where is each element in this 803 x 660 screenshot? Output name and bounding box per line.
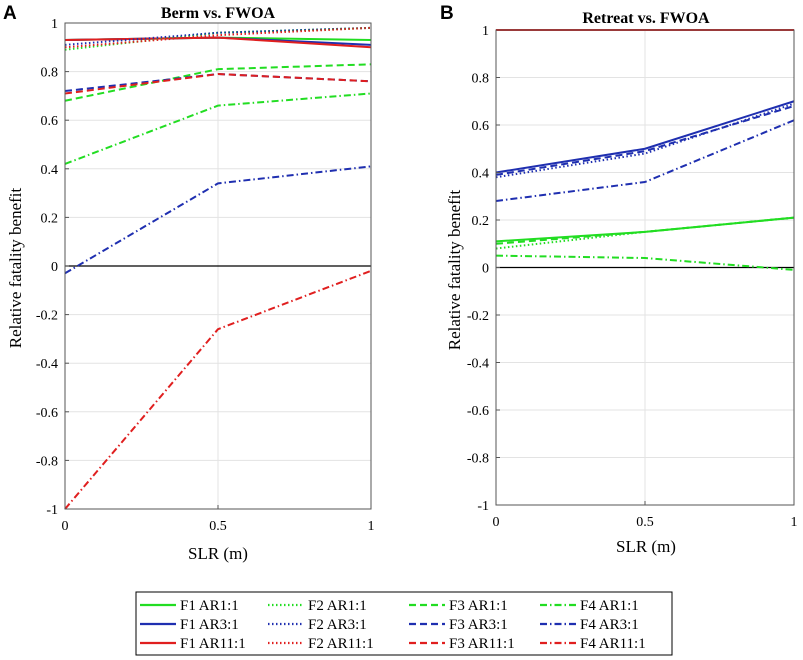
panel-b-xlabel: SLR (m) [616, 537, 676, 556]
x-tick-label: 1 [791, 515, 798, 530]
legend-box [135, 591, 673, 656]
y-tick-label: 0.6 [472, 119, 490, 134]
legend-label: F1 AR1:1 [180, 598, 239, 614]
legend-label: F2 AR1:1 [308, 598, 367, 614]
panel-b: B Retreat vs. FWOA SLR (m) Relative fata… [440, 3, 798, 556]
series-line-f4-ar1-1 [64, 92, 372, 165]
y-tick-label: 0.2 [41, 211, 59, 226]
legend-label: F3 AR11:1 [449, 636, 515, 652]
series-line-f3-ar1-1 [64, 63, 372, 102]
panel-b-plot: -1 -0.8 -0.6 -0.4 -0.2 0 0.2 0.4 0.6 0.8 1 0 0.5 1 [467, 24, 798, 530]
y-tick-label: -0.4 [467, 357, 489, 372]
y-tick-label: 0 [51, 260, 58, 275]
y-tick-label: -0.4 [36, 357, 58, 372]
y-tick-label: 1 [51, 17, 58, 32]
x-tick-label: 0.5 [209, 519, 227, 534]
y-tick-label: 0.4 [41, 163, 59, 178]
series-line-f1-ar11-1 [64, 36, 372, 49]
y-tick-label: -0.8 [467, 452, 489, 467]
y-tick-label: -0.8 [36, 454, 58, 469]
y-tick-label: -0.2 [467, 309, 489, 324]
panel-b-ylabel: Relative fatality benefit [445, 189, 464, 350]
panel-a-letter: A [3, 3, 17, 24]
legend: F1 AR1:1 F2 AR1:1 F3 AR1:1 F4 AR1:1 F1 AR3:1… [135, 591, 673, 656]
panel-a-plot: -1 -0.8 -0.6 -0.4 -0.2 0 0.2 0.4 0.6 0.8 1 0 0.5 1 [36, 17, 375, 534]
y-tick-label: 0.6 [41, 114, 59, 129]
y-tick-label: -0.2 [36, 309, 58, 324]
y-tick-label: -0.6 [467, 404, 489, 419]
y-tick-label: 0.8 [41, 66, 59, 81]
legend-label: F2 AR3:1 [308, 617, 367, 633]
series-line-f3-ar1-1 [495, 216, 795, 245]
legend-label: F4 AR11:1 [580, 636, 646, 652]
legend-label: F1 AR11:1 [180, 636, 246, 652]
legend-label: F2 AR11:1 [308, 636, 374, 652]
series-line-f4-ar1-1 [495, 254, 795, 271]
series-line-f2-ar11-1 [64, 26, 372, 49]
y-tick-label: -0.6 [36, 406, 58, 421]
x-tick-label: 0 [62, 519, 69, 534]
x-tick-label: 0 [493, 515, 500, 530]
panel-a-title: Berm vs. FWOA [161, 5, 276, 22]
series-line-f1-ar3-1 [495, 100, 795, 174]
y-tick-label: 1 [482, 24, 489, 39]
x-tick-label: 1 [368, 519, 375, 534]
y-tick-label: 0 [482, 262, 489, 277]
series-line-f4-ar3-1 [64, 165, 372, 275]
legend-label: F1 AR3:1 [180, 617, 239, 633]
y-tick-label: -1 [477, 499, 489, 514]
legend-label: F3 AR3:1 [449, 617, 508, 633]
series-line-f3-ar11-1 [64, 73, 372, 95]
panel-b-letter: B [440, 3, 454, 24]
y-tick-label: -1 [46, 503, 58, 518]
x-tick-label: 0.5 [636, 515, 654, 530]
series-line-f2-ar3-1 [64, 26, 372, 46]
legend-label: F4 AR3:1 [580, 617, 639, 633]
series-line-f3-ar3-1 [495, 105, 795, 176]
y-tick-label: 0.2 [472, 214, 490, 229]
legend-label: F4 AR1:1 [580, 598, 639, 614]
panel-a: A Berm vs. FWOA SLR (m) Relative fatalit… [3, 3, 375, 563]
y-tick-label: 0.4 [472, 167, 490, 182]
panel-a-xlabel: SLR (m) [188, 544, 248, 563]
legend-label: F3 AR1:1 [449, 598, 508, 614]
series-line-f4-ar11-1 [64, 269, 372, 510]
series-line-f4-ar3-1 [495, 119, 795, 202]
panel-a-ylabel: Relative fatality benefit [6, 187, 25, 348]
y-tick-label: 0.8 [472, 72, 490, 87]
panel-b-title: Retreat vs. FWOA [582, 10, 710, 27]
